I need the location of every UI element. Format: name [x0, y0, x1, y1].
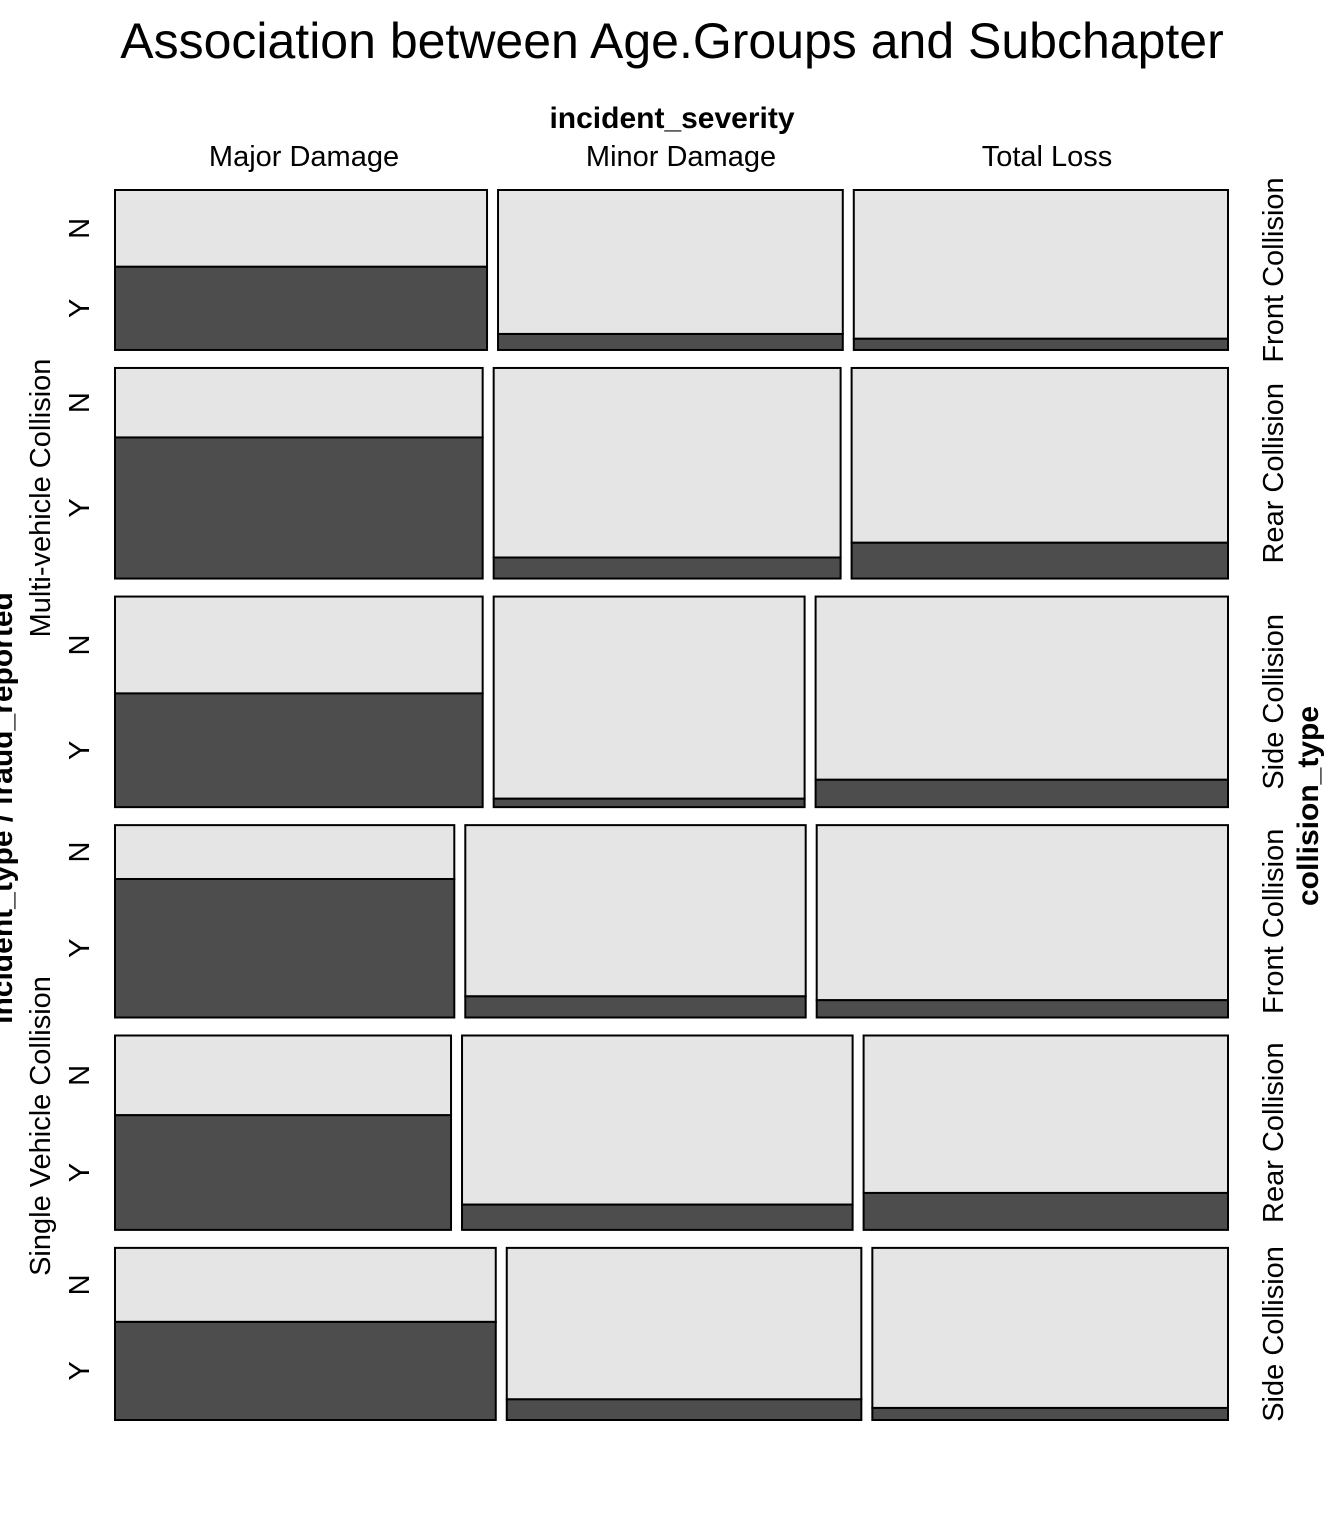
fraud-label-n-single-vehicle-collision-rear-collision: N	[64, 1065, 96, 1086]
tile-multi-vehicle-collision-rear-collision-major-damage-fraud-y	[114, 436, 484, 580]
tile-single-vehicle-collision-front-collision-major-damage-fraud-y	[114, 877, 456, 1019]
tile-multi-vehicle-collision-side-collision-total-loss-fraud-y	[814, 778, 1229, 809]
collision-label-multi-vehicle-collision-rear-collision: Rear Collision	[1258, 383, 1290, 564]
tile-multi-vehicle-collision-rear-collision-minor-damage-fraud-n	[492, 366, 842, 559]
tile-multi-vehicle-collision-rear-collision-major-damage-fraud-n	[114, 366, 484, 439]
collision-label-single-vehicle-collision-front-collision: Front Collision	[1258, 829, 1290, 1014]
fraud-label-n-single-vehicle-collision-front-collision: N	[64, 842, 96, 863]
mosaic-tiles	[114, 189, 1230, 1422]
incident-type-label-multi-vehicle: Multi-vehicle Collision	[25, 359, 57, 638]
tile-multi-vehicle-collision-front-collision-major-damage-fraud-n	[114, 189, 489, 268]
fraud-label-y-multi-vehicle-collision-front-collision: Y	[64, 299, 96, 318]
collision-label-single-vehicle-collision-rear-collision: Rear Collision	[1258, 1042, 1290, 1223]
tile-multi-vehicle-collision-side-collision-major-damage-fraud-y	[114, 692, 484, 809]
fraud-label-n-multi-vehicle-collision-rear-collision: N	[64, 392, 96, 413]
fraud-label-n-single-vehicle-collision-side-collision: N	[64, 1274, 96, 1295]
fraud-label-y-multi-vehicle-collision-rear-collision: Y	[64, 498, 96, 517]
tile-single-vehicle-collision-rear-collision-total-loss-fraud-y	[862, 1191, 1230, 1231]
tile-multi-vehicle-collision-rear-collision-total-loss-fraud-y	[850, 541, 1229, 580]
fraud-label-y-single-vehicle-collision-front-collision: Y	[64, 939, 96, 958]
tile-multi-vehicle-collision-front-collision-major-damage-fraud-y	[114, 265, 489, 351]
fraud-label-n-multi-vehicle-collision-front-collision: N	[64, 218, 96, 239]
tile-single-vehicle-collision-front-collision-total-loss-fraud-n	[815, 824, 1229, 1002]
tile-multi-vehicle-collision-front-collision-total-loss-fraud-n	[852, 189, 1229, 340]
tile-multi-vehicle-collision-side-collision-major-damage-fraud-n	[114, 595, 484, 695]
fraud-label-y-single-vehicle-collision-rear-collision: Y	[64, 1163, 96, 1182]
tile-single-vehicle-collision-rear-collision-minor-damage-fraud-n	[461, 1034, 854, 1206]
tile-single-vehicle-collision-front-collision-minor-damage-fraud-n	[464, 824, 807, 998]
tile-single-vehicle-collision-rear-collision-major-damage-fraud-y	[114, 1114, 453, 1231]
tile-multi-vehicle-collision-rear-collision-minor-damage-fraud-y	[492, 556, 842, 580]
incident-type-label-single-vehicle: Single Vehicle Collision	[25, 976, 57, 1276]
tile-single-vehicle-collision-rear-collision-total-loss-fraud-n	[862, 1034, 1230, 1194]
fraud-label-y-single-vehicle-collision-side-collision: Y	[64, 1361, 96, 1380]
fraud-label-n-multi-vehicle-collision-side-collision: N	[64, 635, 96, 656]
tile-multi-vehicle-collision-front-collision-minor-damage-fraud-y	[497, 332, 844, 351]
tile-multi-vehicle-collision-side-collision-total-loss-fraud-n	[814, 595, 1229, 781]
mosaic-level-labels: N Y Front Collision N Y Rear Collision N Y Side …	[64, 177, 1290, 1421]
tile-single-vehicle-collision-side-collision-total-loss-fraud-n	[871, 1246, 1229, 1409]
tile-multi-vehicle-collision-rear-collision-total-loss-fraud-n	[850, 366, 1229, 544]
tile-single-vehicle-collision-side-collision-total-loss-fraud-y	[871, 1406, 1229, 1421]
tile-single-vehicle-collision-side-collision-major-damage-fraud-n	[114, 1246, 497, 1323]
tile-multi-vehicle-collision-side-collision-minor-damage-fraud-y	[492, 797, 806, 809]
tile-multi-vehicle-collision-front-collision-minor-damage-fraud-n	[497, 189, 844, 335]
column-label-minor-damage: Minor Damage	[586, 141, 776, 173]
collision-label-multi-vehicle-collision-side-collision: Side Collision	[1258, 614, 1290, 790]
right-axis-variable-label: collision_type	[1292, 706, 1325, 906]
column-label-major-damage: Major Damage	[209, 141, 399, 173]
tile-single-vehicle-collision-side-collision-minor-damage-fraud-y	[505, 1398, 863, 1421]
tile-single-vehicle-collision-front-collision-total-loss-fraud-y	[815, 999, 1229, 1019]
chart-title: Association between Age.Groups and Subch…	[120, 13, 1224, 69]
tile-single-vehicle-collision-side-collision-major-damage-fraud-y	[114, 1320, 497, 1422]
tile-single-vehicle-collision-front-collision-major-damage-fraud-n	[114, 824, 456, 880]
left-axis-variable-label: incident_type / fraud_reported	[0, 592, 19, 1024]
collision-label-single-vehicle-collision-side-collision: Side Collision	[1258, 1246, 1290, 1422]
collision-label-multi-vehicle-collision-front-collision: Front Collision	[1258, 177, 1290, 362]
tile-single-vehicle-collision-rear-collision-minor-damage-fraud-y	[461, 1203, 854, 1231]
tile-multi-vehicle-collision-side-collision-minor-damage-fraud-n	[492, 595, 806, 800]
tile-single-vehicle-collision-side-collision-minor-damage-fraud-n	[505, 1246, 863, 1401]
tile-single-vehicle-collision-rear-collision-major-damage-fraud-n	[114, 1034, 453, 1117]
column-label-total-loss: Total Loss	[982, 141, 1113, 173]
column-variable-label: incident_severity	[549, 102, 794, 135]
fraud-label-y-multi-vehicle-collision-side-collision: Y	[64, 741, 96, 760]
tile-single-vehicle-collision-front-collision-minor-damage-fraud-y	[464, 995, 807, 1019]
tile-multi-vehicle-collision-front-collision-total-loss-fraud-y	[852, 337, 1229, 351]
